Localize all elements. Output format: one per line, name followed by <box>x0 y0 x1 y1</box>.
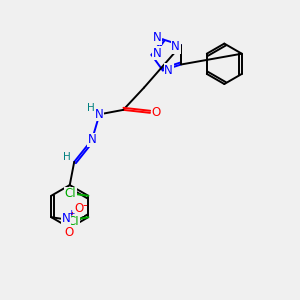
Text: Cl: Cl <box>64 187 76 200</box>
Text: H: H <box>63 152 71 161</box>
Text: +: + <box>68 209 75 218</box>
Text: N: N <box>62 212 70 225</box>
Text: O: O <box>151 106 160 119</box>
Text: Cl: Cl <box>68 215 79 228</box>
Text: N: N <box>153 32 162 44</box>
Text: O: O <box>64 226 74 239</box>
Text: N: N <box>88 133 96 146</box>
Text: N: N <box>164 64 173 77</box>
Text: N: N <box>171 40 180 53</box>
Text: N: N <box>95 108 104 121</box>
Text: -: - <box>82 200 87 212</box>
Text: O: O <box>74 202 83 215</box>
Text: H: H <box>87 103 94 113</box>
Text: N: N <box>152 47 161 60</box>
